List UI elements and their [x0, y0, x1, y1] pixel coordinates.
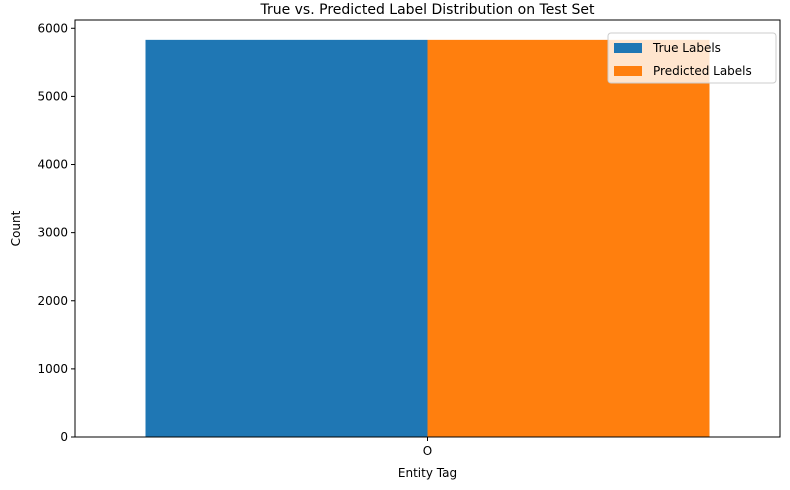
y-axis: 0 1000 2000 3000 4000 5000 6000: [37, 21, 75, 444]
y-tick-label: 5000: [37, 89, 68, 103]
bar-predicted-labels-o: [427, 39, 710, 437]
legend-label-true-labels: True Labels: [652, 41, 721, 55]
y-tick-label: 0: [60, 430, 68, 444]
legend-swatch-true-labels: [614, 43, 642, 53]
x-axis: O: [423, 437, 432, 458]
legend-label-predicted-labels: Predicted Labels: [653, 64, 752, 78]
chart-title: True vs. Predicted Label Distribution on…: [259, 2, 595, 18]
y-axis-label: Count: [9, 210, 23, 246]
bars-layer: [145, 39, 710, 437]
legend: True Labels Predicted Labels: [607, 32, 777, 84]
y-tick-label: 4000: [37, 158, 68, 172]
y-tick-label: 6000: [37, 21, 68, 35]
bar-true-labels-o: [145, 39, 428, 437]
x-tick-label: O: [423, 444, 432, 458]
legend-box: [607, 32, 777, 84]
x-axis-label: Entity Tag: [398, 466, 457, 480]
legend-swatch-predicted-labels: [614, 66, 642, 76]
y-tick-label: 2000: [37, 294, 68, 308]
y-tick-label: 1000: [37, 362, 68, 376]
y-tick-label: 3000: [37, 226, 68, 240]
